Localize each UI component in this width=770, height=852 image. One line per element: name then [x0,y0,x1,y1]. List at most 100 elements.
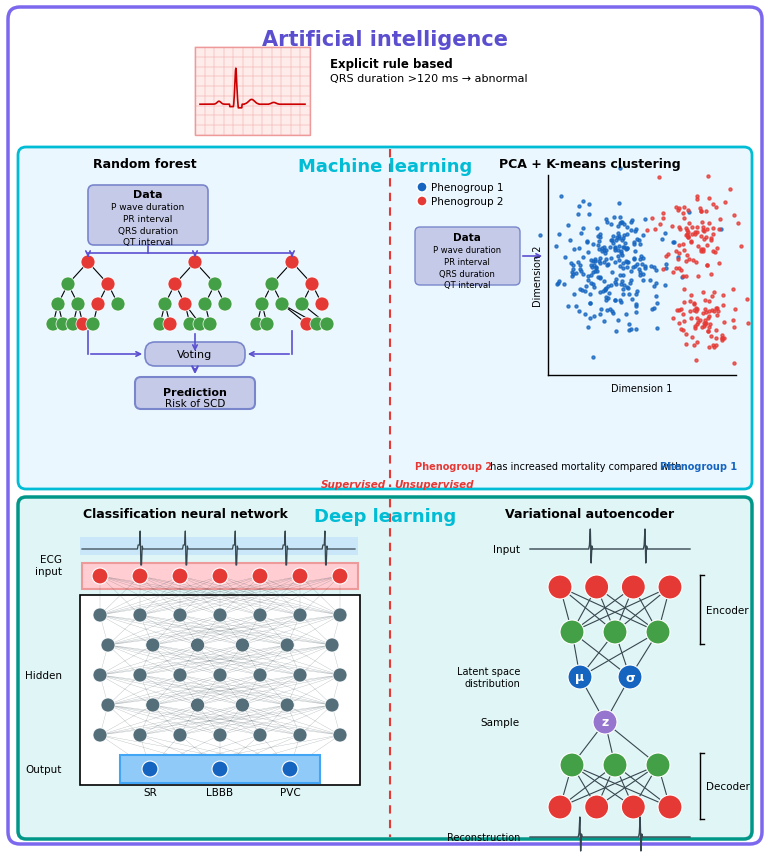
Point [567,268,580,282]
Point [581,236,594,250]
Point [711,242,723,256]
Point [705,233,717,247]
Point [678,212,691,226]
Point [587,278,599,291]
Point [688,226,701,239]
Point [641,223,653,237]
Point [566,266,578,279]
Point [679,338,691,352]
Point [579,285,591,299]
Point [705,330,717,343]
Circle shape [560,753,584,777]
Circle shape [293,608,307,622]
Circle shape [333,728,347,742]
Circle shape [593,711,617,734]
Point [637,229,649,243]
Text: Phenogroup 1: Phenogroup 1 [431,183,504,193]
Point [554,190,567,204]
Circle shape [255,297,269,312]
Circle shape [560,620,584,644]
Point [594,231,606,245]
Point [639,262,651,275]
Point [696,321,708,335]
Point [680,270,692,284]
Point [698,320,711,333]
Point [617,257,629,271]
Text: Supervised: Supervised [321,480,386,489]
Point [711,304,724,318]
Point [706,198,718,211]
Point [618,229,631,243]
Circle shape [658,575,682,599]
Circle shape [188,256,202,270]
Point [600,281,612,295]
Point [680,222,692,236]
Text: has increased mortality compared with: has increased mortality compared with [487,462,685,471]
Point [604,241,616,255]
Point [715,329,728,343]
Point [624,216,637,230]
Point [628,252,641,266]
Text: Classification neural network: Classification neural network [82,508,287,521]
Point [609,241,621,255]
Point [611,245,624,258]
Point [674,223,686,237]
Point [580,280,592,294]
Point [689,227,701,241]
Point [728,209,740,222]
Circle shape [584,575,608,599]
Point [671,303,683,317]
Point [604,217,617,231]
Circle shape [315,297,329,312]
Point [672,303,685,317]
Bar [120,755,320,783]
Point [675,302,687,316]
Point [583,208,595,222]
Point [601,245,613,258]
Point [675,323,688,337]
Point [630,287,642,301]
Point [630,305,642,319]
Point [607,238,619,251]
Circle shape [168,278,182,291]
Point [625,265,638,279]
Text: Sample: Sample [481,717,520,727]
Point [591,222,604,235]
Point [621,242,634,256]
Point [617,262,629,275]
Circle shape [293,728,307,742]
Point [681,230,694,244]
Circle shape [101,278,115,291]
Text: SR: SR [143,787,157,797]
Point [606,305,618,319]
Point [657,262,669,276]
Text: Latent space
distribution: Latent space distribution [457,666,520,688]
Point [621,256,634,269]
Point [637,268,649,282]
Point [681,228,694,242]
Point [550,239,562,253]
Point [593,234,605,248]
Point [709,332,721,346]
Point [621,227,634,241]
Point [708,286,720,300]
Point [701,325,714,338]
Point [628,236,640,250]
Point [678,308,690,321]
Point [626,214,638,227]
Circle shape [146,698,160,712]
Point [604,251,617,265]
Circle shape [275,297,289,312]
Point [616,250,628,263]
Point [610,325,622,338]
Circle shape [172,568,188,584]
Point [574,283,586,296]
Point [710,302,722,315]
Point [677,238,689,251]
FancyBboxPatch shape [18,148,752,489]
Point [705,232,718,245]
Point [691,226,703,239]
Point [701,312,714,325]
Point [621,256,634,269]
Circle shape [61,278,75,291]
